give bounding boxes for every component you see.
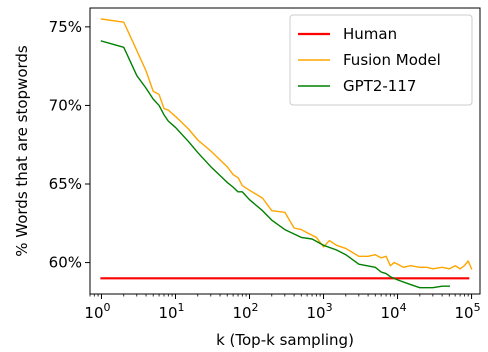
x-tick-exponent: 5 [474,301,481,314]
series-line-fusion-model [100,18,473,270]
x-tick-label: 103 [306,301,332,322]
y-axis-ticks: 60% 65% 70% 75% [49,18,90,272]
x-tick-label: 101 [158,301,184,322]
legend: Human Fusion Model GPT2-117 [289,14,473,106]
x-tick-base: 10 [232,304,251,322]
legend-label-gpt2-117: GPT2-117 [343,77,416,95]
x-tick-exponent: 0 [104,301,111,314]
y-tick-label: 75% [49,18,82,36]
x-tick-label: 102 [232,301,258,322]
x-tick-exponent: 2 [252,301,259,314]
x-tick-label: 104 [380,301,406,322]
legend-box [289,14,473,106]
legend-label-fusion-model: Fusion Model [343,51,441,69]
series-line-gpt2-117 [100,40,450,289]
legend-items: Human Fusion Model GPT2-117 [298,25,441,95]
x-tick-base: 10 [380,304,399,322]
x-tick-exponent: 4 [400,301,407,314]
series-layer [100,18,473,289]
x-tick-base: 10 [84,304,103,322]
x-tick-label: 105 [455,301,481,322]
legend-label-human: Human [343,25,397,43]
x-axis-ticks: 100 101 102 103 104 105 [84,294,481,322]
x-tick-label: 100 [84,301,110,322]
x-axis-label: k (Top-k sampling) [216,331,354,349]
y-tick-label: 70% [49,96,82,114]
x-tick-exponent: 1 [178,301,185,314]
y-axis-label: % Words that are stopwords [13,45,31,257]
x-tick-base: 10 [306,304,325,322]
y-tick-label: 65% [49,175,82,193]
x-tick-exponent: 3 [326,301,333,314]
x-tick-base: 10 [158,304,177,322]
x-tick-base: 10 [455,304,474,322]
y-tick-label: 60% [49,254,82,272]
